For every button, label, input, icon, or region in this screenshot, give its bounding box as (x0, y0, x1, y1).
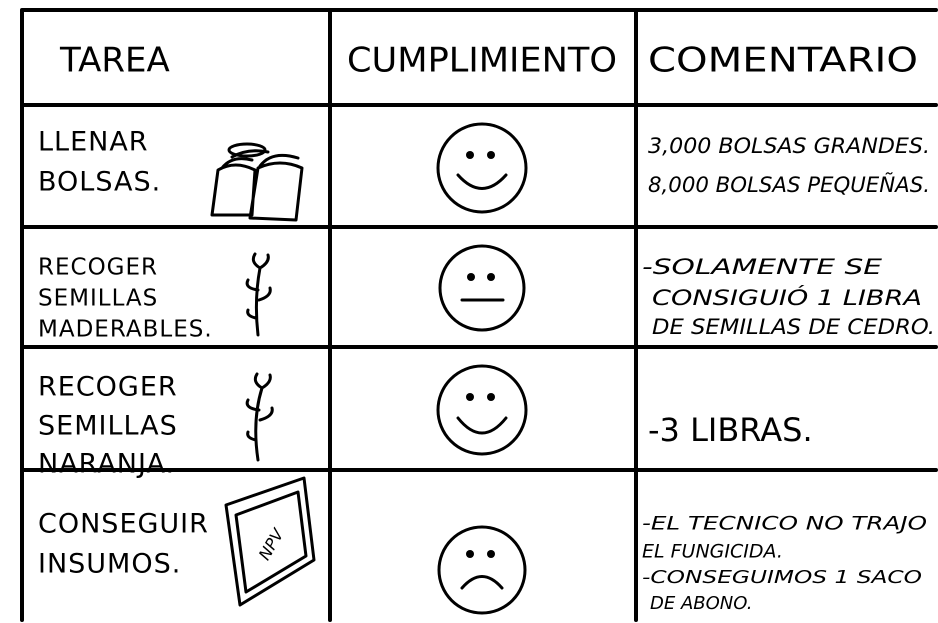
header: CUMPLIMIENTO (347, 41, 617, 81)
header: TAREA (59, 41, 170, 81)
grid-lines (20, 8, 938, 622)
task-line: LLENAR (38, 127, 149, 158)
task-line: RECOGER (38, 372, 178, 403)
task-line: BOLSAS. (38, 167, 161, 198)
comment-line: -SOLAMENTE SE (642, 255, 883, 279)
comment-line: -EL TECNICO NO TRAJO (642, 513, 927, 535)
sad-face (437, 525, 527, 615)
comment-line: DE SEMILLAS DE CEDRO. (652, 315, 935, 339)
task-line: RECOGER (38, 255, 158, 281)
plant-icon (245, 252, 272, 337)
happy-face (436, 122, 528, 214)
task-line: SEMILLAS (38, 411, 178, 442)
comment-line: CONSIGUIÓ 1 LIBRA (652, 285, 922, 310)
task-line: CONSEGUIR (38, 509, 209, 540)
grid (20, 8, 938, 622)
icon-label: NPV (255, 525, 288, 564)
comment-line: -3 LIBRAS. (648, 411, 813, 449)
comment-line: EL FUNGICIDA. (642, 541, 783, 563)
plant-icon (245, 372, 274, 462)
neutral-face (438, 244, 526, 332)
comment-line: DE ABONO. (650, 593, 752, 614)
bags-icon (210, 142, 304, 222)
happy-face (436, 364, 528, 456)
task-line: NARANJA. (38, 449, 175, 480)
task-line: MADERABLES. (38, 317, 213, 343)
bag-icon: NPV (224, 476, 316, 607)
task-line: INSUMOS. (38, 549, 181, 580)
comment-line: -CONSEGUIMOS 1 SACO (642, 567, 922, 588)
comment-line: 3,000 BOLSAS GRANDES. (648, 134, 930, 158)
comment-line: 8,000 BOLSAS PEQUEÑAS. (648, 171, 930, 197)
task-line: SEMILLAS (38, 286, 158, 312)
header: COMENTARIO (648, 41, 918, 81)
